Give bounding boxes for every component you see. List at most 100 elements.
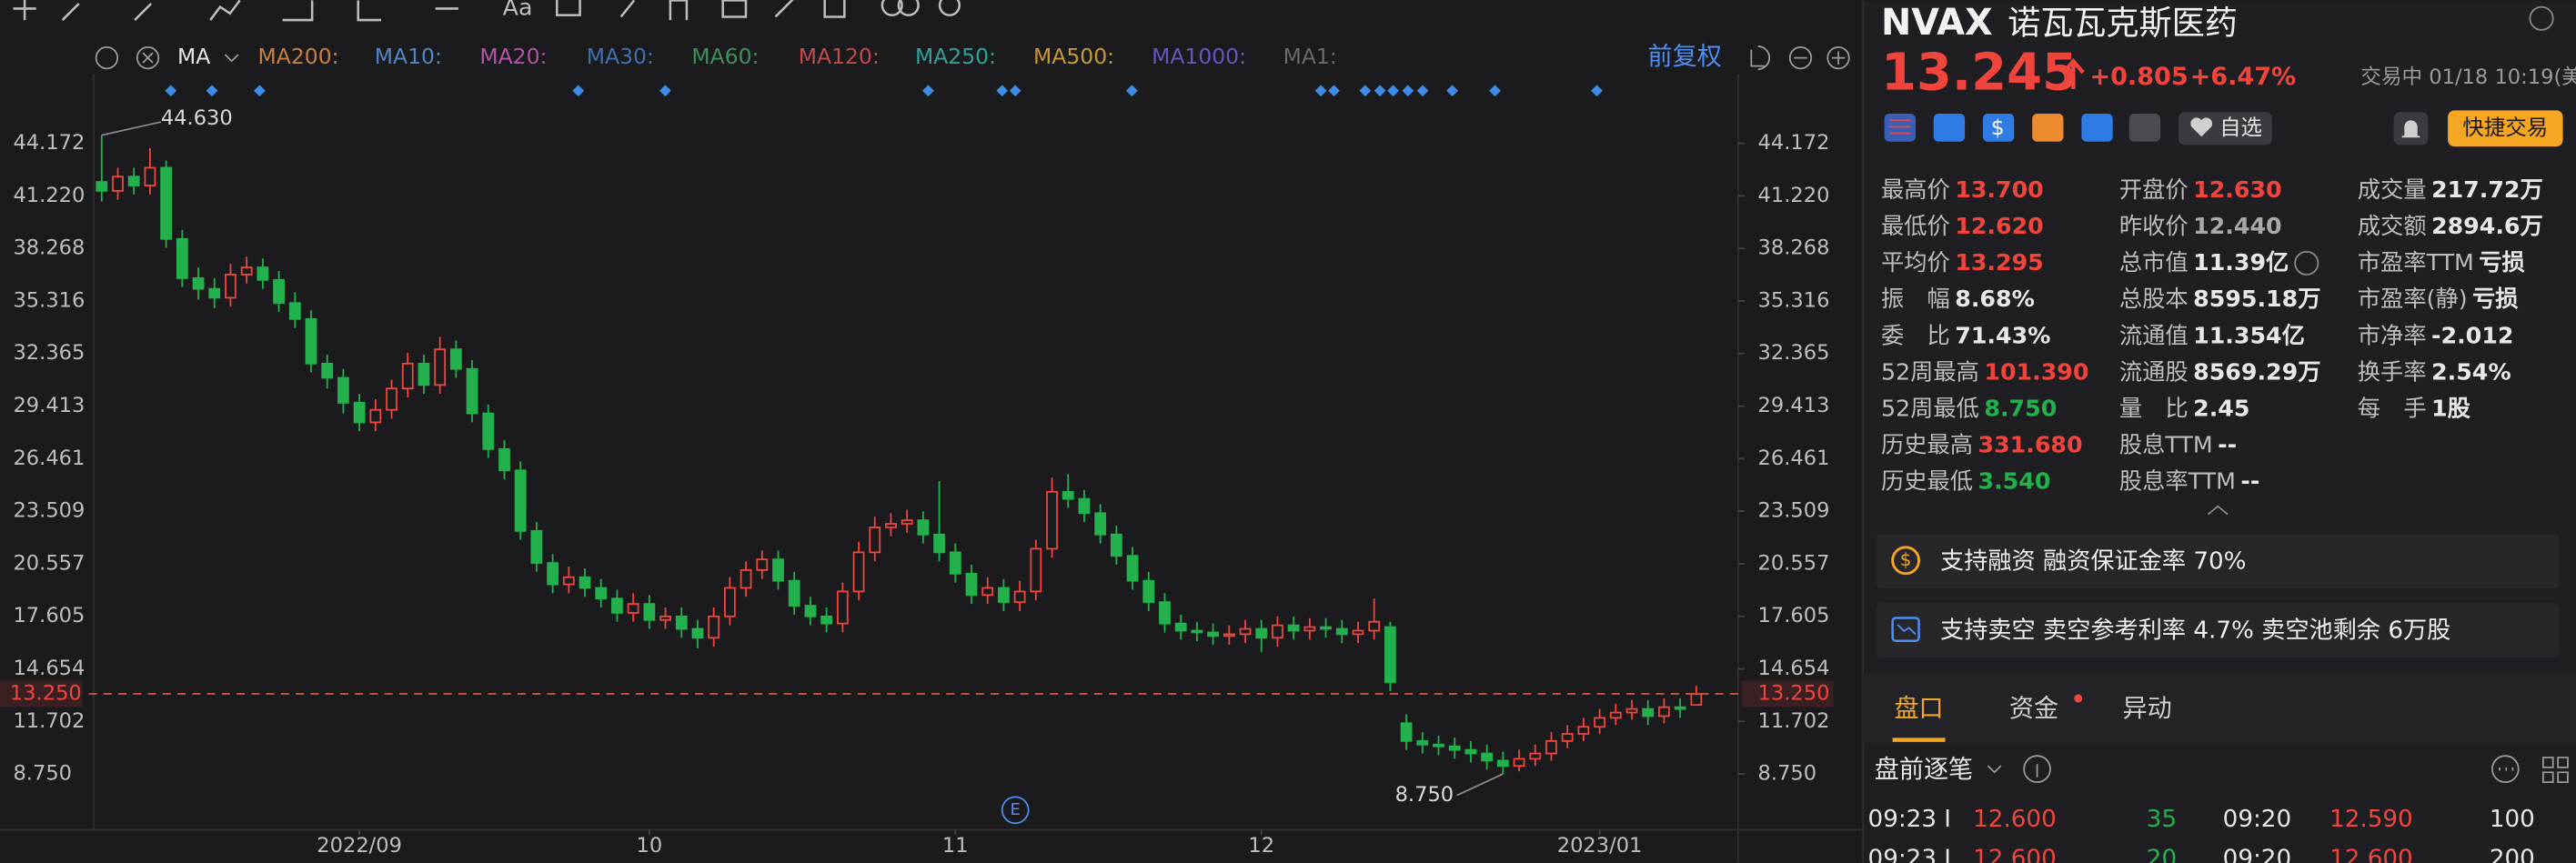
caret[interactable]: [1987, 765, 2002, 774]
settings-tool[interactable]: [938, 0, 961, 16]
candle-body: [225, 274, 236, 299]
event-icon[interactable]: [1001, 796, 1030, 825]
tool[interactable]: [880, 0, 903, 16]
indicator-select[interactable]: MA: [177, 44, 210, 69]
collapse-chevron[interactable]: [2207, 505, 2229, 516]
draw-tool[interactable]: [61, 0, 241, 21]
stat-label: 流通值: [2119, 322, 2189, 348]
candle-body: [1642, 707, 1655, 717]
candle-body: [804, 605, 817, 617]
zoom-in[interactable]: [1826, 45, 1850, 70]
candle-body: [466, 367, 478, 415]
stat: 历史最高 331.680: [1881, 432, 2083, 458]
crosshair-tool[interactable]: [13, 0, 36, 21]
candle-body: [1207, 631, 1220, 637]
candle-body: [1078, 497, 1091, 515]
stat-label: 开盘价: [2119, 176, 2189, 203]
candle-body: [1529, 752, 1542, 760]
candle-body: [1335, 627, 1348, 636]
candle-body: [192, 276, 205, 290]
candle-body: [1159, 601, 1171, 625]
y-tick-label: 44.172: [13, 131, 85, 155]
event-marker: [1009, 85, 1021, 97]
stat-value: 101.390: [1984, 358, 2088, 385]
tool[interactable]: [282, 0, 458, 22]
y-tick-label: 14.654: [1758, 657, 1830, 680]
stat: 昨收价 12.440: [2119, 213, 2282, 239]
x-tick-label: 10: [636, 834, 662, 858]
more-icon[interactable]: [2294, 250, 2319, 276]
candle-body: [1126, 555, 1139, 582]
stat: 流通值 11.354亿: [2119, 322, 2305, 348]
candle-body: [724, 587, 736, 617]
tab[interactable]: 异动: [2123, 695, 2172, 723]
stat: 52周最高 101.390: [1881, 358, 2088, 385]
candle-body: [305, 317, 317, 365]
indicator-bar: MA 前复权 MA200: MA10: MA20: MA30: MA60: MA120: M…: [95, 43, 1850, 71]
more-icon[interactable]: [2490, 755, 2520, 784]
tick-cell: 12.590: [2329, 806, 2413, 833]
y-tick-label: 17.605: [13, 604, 85, 627]
tool[interactable]: [897, 0, 920, 16]
x-tick-label: 12: [1248, 834, 1274, 858]
short-icon: [1891, 617, 1920, 643]
toolbar: [13, 0, 961, 22]
badge[interactable]: [2128, 114, 2161, 142]
candle-body: [240, 266, 253, 276]
settings-icon[interactable]: [95, 45, 119, 70]
candle-body: [547, 562, 559, 586]
candle-body: [434, 348, 447, 386]
tab-active[interactable]: 盘口: [1894, 695, 1943, 723]
candle-body: [1046, 490, 1058, 550]
stat-label: 52周最高: [1881, 358, 1979, 385]
candle-body: [1255, 627, 1268, 639]
grid-icon[interactable]: [2541, 757, 2569, 784]
ma-label: MA500:: [1033, 44, 1114, 69]
y-tick-label: 17.605: [1758, 604, 1830, 627]
candle-body: [482, 412, 495, 450]
stat-label: 昨收价: [2119, 213, 2189, 239]
font-tool[interactable]: Aa: [503, 0, 533, 20]
close-icon[interactable]: [136, 45, 160, 70]
zoom-out[interactable]: [1788, 45, 1813, 70]
stat-value: 亏损: [2472, 286, 2519, 312]
event-marker: [1374, 85, 1386, 97]
stat-label: 股息率TTM: [2119, 468, 2236, 495]
y-tick-label: 23.509: [1758, 499, 1830, 523]
undo-icon[interactable]: [1750, 45, 1771, 71]
candle-body: [208, 287, 221, 299]
tab-dot: [2074, 694, 2083, 703]
settings-icon[interactable]: [2529, 5, 2554, 31]
ticks-title: 盘前逐笔: [1875, 756, 1973, 784]
tab[interactable]: 资金: [2009, 695, 2058, 723]
quick-trade-button[interactable]: [2448, 110, 2563, 147]
candle-body: [659, 615, 671, 621]
adjust-toggle[interactable]: 前复权: [1648, 43, 1722, 71]
ma-label: MA120:: [799, 44, 880, 69]
notice-box: [1876, 534, 2560, 588]
stat-label: 市盈率(静): [2358, 286, 2468, 312]
stat-label: 换手率: [2358, 358, 2427, 385]
stat-value: 12.440: [2193, 213, 2282, 239]
y-tick-label: 41.220: [1758, 184, 1830, 207]
last-price: 13.245: [1881, 44, 2078, 103]
candle-body: [96, 181, 108, 192]
candle-body: [965, 572, 978, 597]
badge[interactable]: [2032, 114, 2064, 142]
candle-body: [1352, 629, 1364, 636]
note-tool[interactable]: [556, 0, 581, 16]
stat: 成交量 217.72万: [2358, 176, 2543, 203]
candle-body: [369, 408, 382, 424]
candle-body: [1142, 579, 1155, 604]
event-marker: [1446, 85, 1458, 97]
candle-body: [1561, 733, 1574, 742]
info-icon[interactable]: [2023, 755, 2051, 784]
stat-label: 成交量: [2358, 176, 2427, 203]
candle-body: [1320, 626, 1332, 630]
badge[interactable]: [1982, 114, 2015, 142]
badge[interactable]: [2081, 114, 2113, 142]
tool[interactable]: [619, 0, 846, 21]
stat-value: 2.45: [2193, 395, 2249, 421]
badge[interactable]: [1933, 114, 1966, 142]
low-marker-line: [1456, 773, 1504, 797]
